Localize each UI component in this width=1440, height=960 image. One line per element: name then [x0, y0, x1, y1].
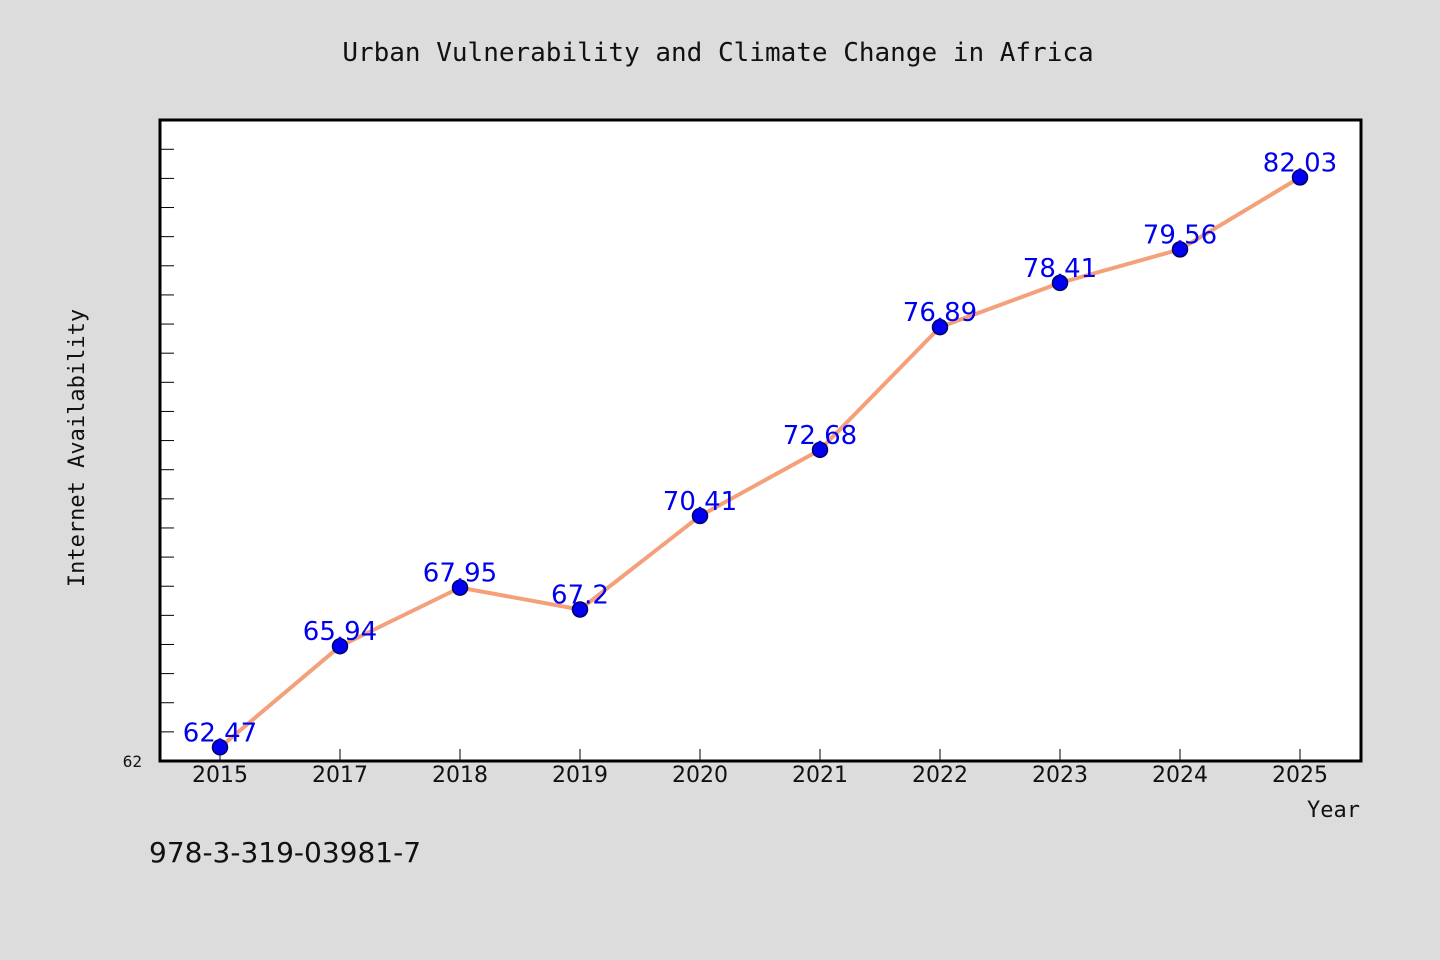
data-point	[1291, 169, 1309, 186]
x-tick-label: 2021	[792, 763, 848, 788]
data-point	[331, 637, 349, 655]
data-label: 72.68	[783, 421, 857, 451]
x-tick-label: 2015	[192, 763, 248, 788]
footer-isbn: 978-3-319-03981-7	[149, 836, 421, 869]
x-tick-label: 2020	[672, 763, 728, 788]
chart-title: Urban Vulnerability and Climate Change i…	[342, 38, 1093, 68]
x-axis-label: Year	[1307, 798, 1360, 823]
series-group: 62.47 65.94 67.95 67.2 70.41 72.68 76.89 78.41 7…	[183, 148, 1337, 756]
x-tick-label: 2025	[1272, 763, 1328, 788]
data-label: 65.94	[303, 617, 377, 647]
data-label: 67.95	[423, 559, 497, 589]
x-tick-labels: 2015 2017 2018 2019 2020 2021 2022 2023 2024 2025	[192, 763, 1328, 788]
data-label: 82.03	[1263, 148, 1337, 178]
y-tick-label: 62	[123, 752, 142, 771]
data-point	[1171, 241, 1189, 258]
plot-area	[158, 118, 1363, 763]
data-point	[1051, 274, 1069, 292]
data-label: 70.41	[663, 487, 737, 517]
data-point	[451, 579, 469, 596]
data-label: 62.47	[183, 718, 257, 748]
x-tick-label: 2019	[552, 763, 608, 788]
x-tick-label: 2023	[1032, 763, 1088, 788]
data-point	[571, 601, 589, 618]
y-axis-label: Internet Availability	[65, 309, 90, 587]
data-point	[211, 739, 229, 756]
data-point	[691, 507, 709, 525]
data-label: 67.2	[551, 580, 609, 610]
data-label: 78.41	[1023, 254, 1097, 284]
series-line	[218, 175, 1302, 750]
x-tick-label: 2022	[912, 763, 968, 788]
x-tick-label: 2017	[312, 763, 368, 788]
data-label: 76.89	[903, 298, 977, 328]
y-axis-ticks	[160, 148, 174, 733]
x-tick-label: 2018	[432, 763, 488, 788]
x-tick-label: 2024	[1152, 763, 1208, 788]
data-label: 79.56	[1143, 220, 1217, 250]
data-point	[811, 441, 829, 459]
data-point	[931, 318, 949, 336]
